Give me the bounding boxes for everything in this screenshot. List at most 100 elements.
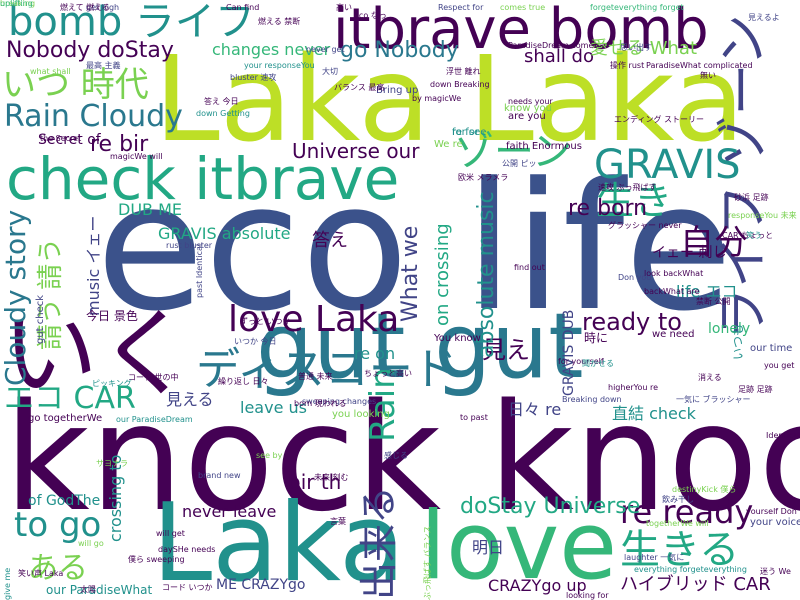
word: バランス 最高 (334, 83, 385, 92)
word: DUB ME (118, 200, 183, 219)
word: グラッシャー never (608, 221, 682, 230)
word: never get (306, 45, 345, 54)
word: ずっと いつか (240, 317, 291, 326)
word: 今日 景色 (86, 309, 138, 323)
word: 消える (698, 373, 722, 382)
word: faith Enormous (506, 141, 582, 152)
word: for yourself (558, 357, 604, 366)
word: go Nobody (340, 38, 459, 63)
word: エコ CAR (4, 381, 136, 416)
word: You know (434, 333, 481, 344)
word: いつも (731, 323, 745, 360)
word: leave us (240, 398, 307, 417)
word: コード 世の中 (128, 373, 179, 382)
word: give me (3, 567, 12, 600)
word: Secret of (38, 132, 101, 148)
word: 未来 刻む (314, 473, 349, 482)
word: いく (2, 298, 194, 410)
word: shall do (524, 46, 594, 67)
word: いつ 時代 (2, 65, 149, 105)
word: 欧米 メラメラ (458, 173, 509, 182)
word: GRAVIS DUB (561, 309, 577, 396)
word: ピッキング (92, 379, 132, 388)
word: いつか 今日 (234, 337, 277, 346)
word: 見え (482, 336, 530, 364)
word: 見えるよ (748, 13, 780, 22)
word: 出来る (357, 485, 401, 600)
word: 高い (336, 3, 352, 12)
word: will go (78, 539, 104, 548)
word: higherYou re (608, 383, 659, 392)
word: 公開 ピッ (502, 159, 537, 168)
word: gut gut (256, 294, 584, 399)
word: know you (504, 103, 552, 114)
word: Don you (618, 273, 652, 282)
word: your voice (750, 517, 800, 528)
word: ちょっと高い (364, 369, 412, 378)
word: 僕ら sweeping (128, 555, 185, 564)
word: 燃える 禁断 (258, 17, 301, 26)
word: doStay Universe (460, 494, 641, 519)
word: 生き (596, 179, 673, 223)
word: bluster 速攻 (230, 73, 277, 82)
word: re ready (620, 493, 754, 531)
word: to go (14, 505, 102, 545)
word: our ParadiseDream (116, 415, 193, 424)
word: backWhat are (644, 287, 700, 296)
word: destinyKick 僕ら (672, 485, 737, 494)
word: ME CRAZYgo (216, 577, 306, 593)
word: re for (452, 127, 479, 138)
word: rust bluster (166, 241, 213, 250)
word: itbrave bomb (333, 0, 709, 62)
word: 笑う (746, 231, 762, 240)
word: 禁断 公開 (696, 297, 731, 306)
word: what shall (30, 67, 71, 76)
word: 生きる (620, 527, 740, 573)
word: コード いつか (162, 583, 213, 592)
word: 迷う We (760, 567, 791, 576)
word: Universe our (292, 139, 420, 163)
word: ParadiseDream comes (508, 41, 598, 50)
word: 普通 未来 (298, 372, 333, 381)
word: GRAVIS absolute (158, 224, 291, 243)
word: 答え 今日 (204, 97, 239, 106)
word: 明日 (472, 538, 505, 557)
word: 聞かせる (582, 359, 614, 368)
word: 最高 主義 (86, 61, 121, 70)
word: re on (354, 344, 396, 363)
word: Respect for (438, 3, 484, 12)
word: needs your (508, 97, 553, 106)
word: love (420, 492, 618, 600)
word: bomb ライフ (8, 0, 255, 45)
word: look backWhat (644, 269, 704, 278)
word: 大切 (322, 67, 338, 76)
word: 感じる (384, 451, 408, 460)
word: you looking (332, 409, 390, 420)
word: gut check (35, 294, 46, 344)
word: We re (434, 139, 463, 150)
word: we need (652, 329, 695, 340)
word: eco life (96, 145, 733, 350)
word: ハイブリッド CAR (620, 574, 771, 595)
word: our ParadiseWhat (46, 583, 153, 597)
word: sweeping changes (302, 397, 377, 406)
word: the Secret (40, 134, 82, 143)
word: 繰り返し 日々 (218, 377, 269, 386)
word: eco なっ (354, 11, 387, 20)
word: looking for (566, 591, 609, 600)
word: you get (764, 361, 795, 370)
word: Bring up (376, 85, 419, 96)
word: down Breaking (430, 80, 490, 89)
word: laughter 一気に (624, 553, 685, 562)
word: bir th (288, 470, 342, 494)
word: ある (28, 551, 88, 586)
word: life エコ (676, 282, 738, 301)
word: ready to (582, 308, 682, 336)
word: 言葉 (330, 517, 346, 526)
word: by magicWe (412, 94, 462, 103)
word: 足跡 足跡 (738, 385, 773, 394)
word: forgeteverything forget (590, 3, 684, 12)
word: CAR ちょっと (722, 231, 774, 240)
word: ゾーン (454, 129, 572, 175)
